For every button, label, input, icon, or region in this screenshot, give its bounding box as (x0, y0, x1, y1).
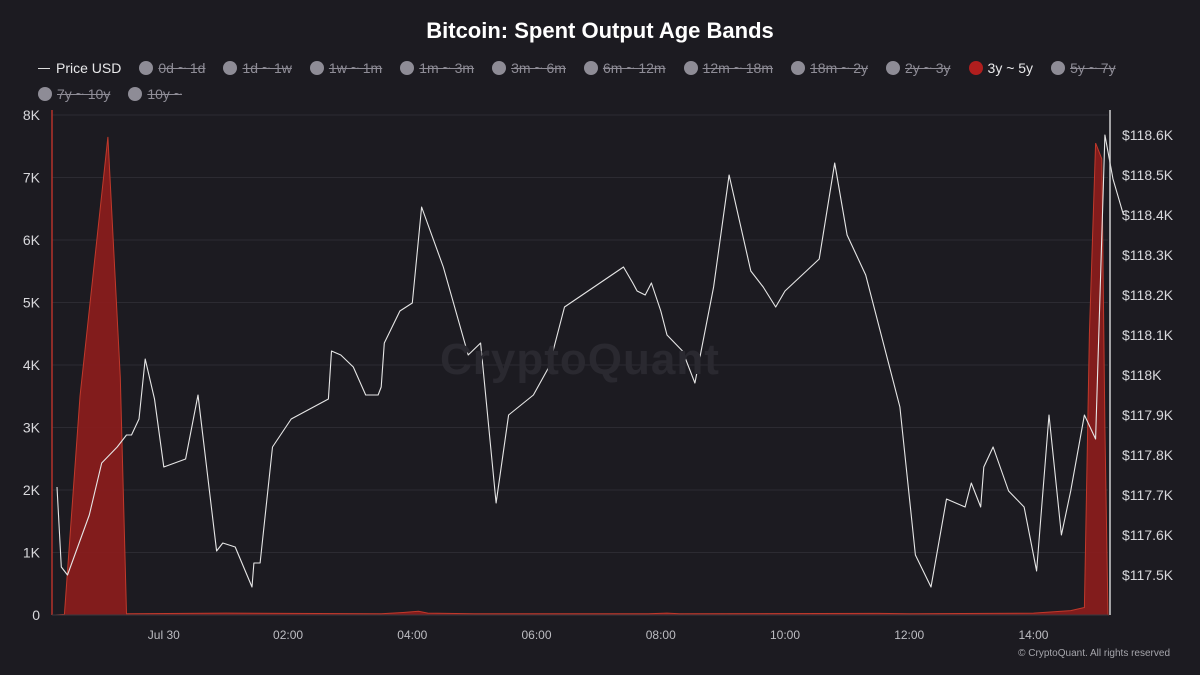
y-left-tick-label: 4K (23, 357, 41, 373)
legend-label: 10y ~ (147, 86, 182, 102)
y-left-tick-label: 5K (23, 295, 41, 311)
x-tick-label: 06:00 (522, 628, 552, 642)
axes: 0 1K 2K 3K 4K 5K 6K 7K 8K $117.5K $117.6K $117.7K $1… (23, 107, 1174, 642)
series-3y-5y-area (55, 136, 1109, 616)
y-left-tick-label: 6K (23, 232, 41, 248)
legend-item-6m-12m[interactable]: 6m ~ 12m (583, 58, 666, 78)
legend-item-7y-10y[interactable]: 7y ~ 10y (38, 84, 110, 104)
legend-item-0d-1d[interactable]: 0d ~ 1d (139, 58, 205, 78)
legend-item-12m-18m[interactable]: 12m ~ 18m (683, 58, 774, 78)
chart-title: Bitcoin: Spent Output Age Bands (426, 18, 774, 43)
x-tick-label: 12:00 (894, 628, 924, 642)
legend-dot-icon (791, 61, 806, 75)
y-right-tick-label: $118.1K (1122, 327, 1174, 343)
legend-dot-icon (128, 87, 143, 101)
legend-item-10y-[interactable]: 10y ~ (128, 84, 182, 104)
x-tick-label: 10:00 (770, 628, 800, 642)
y-right-tick-label: $118.5K (1122, 167, 1174, 183)
legend-label: 1w ~ 1m (328, 60, 383, 76)
y-right-tick-label: $117.9K (1122, 407, 1174, 423)
y-left-tick-label: 1K (23, 545, 41, 561)
y-right-tick-label: $118.6K (1122, 127, 1174, 143)
x-tick-label: 02:00 (273, 628, 303, 642)
copyright-text: © CryptoQuant. All rights reserved (1018, 648, 1170, 659)
y-right-tick-label: $118.4K (1122, 207, 1174, 223)
y-right-tick-label: $118.2K (1122, 287, 1174, 303)
legend-dot-icon (38, 87, 52, 101)
legend-dot-icon (1051, 61, 1066, 75)
legend-label: 7y ~ 10y (57, 86, 111, 102)
legend-label: 0d ~ 1d (158, 60, 206, 76)
legend-item-5y-7y[interactable]: 5y ~ 7y (1051, 58, 1116, 78)
legend-label: 2y ~ 3y (905, 60, 951, 76)
legend-dot-icon (223, 61, 238, 75)
legend-item-1m-3m[interactable]: 1m ~ 3m (400, 58, 474, 78)
legend-dot-icon (139, 61, 154, 75)
y-left-tick-label: 8K (23, 107, 41, 123)
legend-line-icon (38, 67, 50, 69)
x-tick-label: Jul 30 (148, 628, 180, 642)
legend-label: 1d ~ 1w (242, 60, 292, 76)
legend-label: 18m ~ 2y (810, 60, 868, 76)
watermark: CryptoQuant (440, 335, 720, 384)
legend-dot-icon (492, 61, 507, 75)
legend-item-18m-2y[interactable]: 18m ~ 2y (791, 58, 868, 78)
legend-dot-icon (683, 61, 698, 75)
y-left-tick-label: 0 (32, 607, 40, 623)
y-right-tick-label: $117.7K (1122, 487, 1174, 503)
legend-item-1d-1w[interactable]: 1d ~ 1w (223, 58, 292, 78)
y-left-tick-label: 7K (23, 170, 41, 186)
legend-dot-icon (583, 61, 598, 75)
y-right-tick-label: $118.3K (1122, 247, 1174, 263)
legend-dot-icon (309, 61, 324, 75)
chart-legend: Price USD 0d ~ 1d 1d ~ 1w 1w ~ 1m 1m ~ 3m 3m … (38, 58, 1168, 104)
legend-item-3y-5y[interactable]: 3y ~ 5y (968, 58, 1034, 78)
legend-dot-icon (400, 61, 415, 75)
x-tick-label: 04:00 (397, 628, 427, 642)
legend-label: 3y ~ 5y (987, 60, 1034, 76)
legend-label: 12m ~ 18m (702, 60, 774, 76)
y-left-tick-label: 3K (23, 420, 41, 436)
legend-label: Price USD (56, 60, 122, 76)
legend-label: 6m ~ 12m (602, 60, 666, 76)
series-price-line (56, 134, 1125, 588)
y-right-tick-label: $117.5K (1122, 567, 1174, 583)
legend-label: 1m ~ 3m (419, 60, 475, 76)
grid-lines (52, 114, 1108, 616)
legend-item-3m-6m[interactable]: 3m ~ 6m (492, 58, 566, 78)
legend-item-1w-1m[interactable]: 1w ~ 1m (309, 58, 383, 78)
legend-label: 3m ~ 6m (511, 60, 566, 76)
legend-dot-icon (886, 61, 900, 75)
legend-item-price-usd[interactable]: Price USD (38, 58, 121, 78)
y-left-tick-label: 2K (23, 482, 41, 498)
price-usd-line (56, 134, 1125, 588)
x-tick-label: 14:00 (1018, 628, 1048, 642)
x-tick-label: 08:00 (646, 628, 676, 642)
y-right-tick-label: $118K (1122, 367, 1162, 383)
legend-dot-icon (968, 61, 983, 75)
legend-item-2y-3y[interactable]: 2y ~ 3y (886, 58, 951, 78)
legend-label: 5y ~ 7y (1070, 60, 1116, 76)
area-3y-5y (55, 136, 1109, 616)
y-right-tick-label: $117.6K (1122, 527, 1174, 543)
y-right-tick-label: $117.8K (1122, 447, 1174, 463)
